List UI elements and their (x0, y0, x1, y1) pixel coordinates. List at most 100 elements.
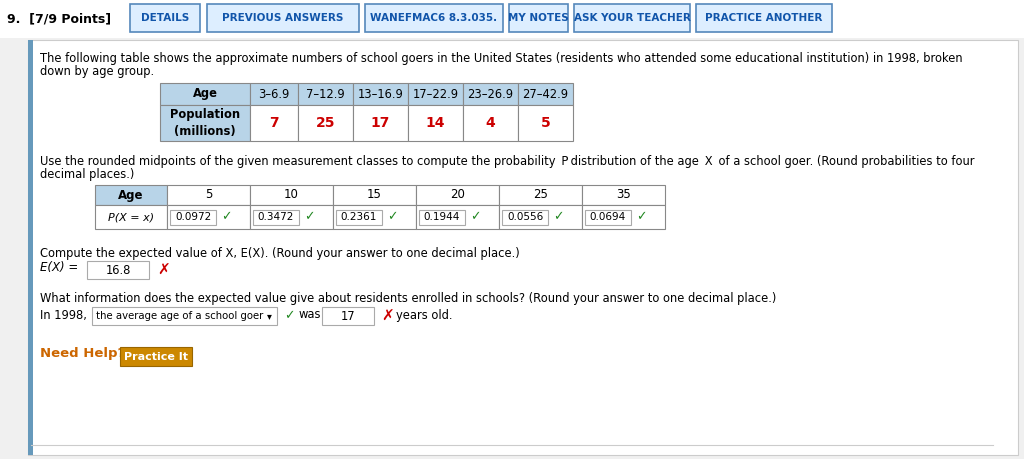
Text: 9.  [7/9 Points]: 9. [7/9 Points] (7, 12, 112, 26)
Bar (574, 4, 690, 32)
Text: PRACTICE ANOTHER: PRACTICE ANOTHER (706, 13, 822, 23)
Text: WANEFMAC6 8.3.035.: WANEFMAC6 8.3.035. (371, 13, 498, 23)
Bar (499, 205, 582, 229)
Bar (582, 185, 665, 205)
Text: The following table shows the approximate numbers of school goers in the United : The following table shows the approximat… (40, 52, 963, 65)
Text: ASK YOUR TEACHER: ASK YOUR TEACHER (573, 13, 690, 23)
Text: ✓: ✓ (553, 211, 563, 224)
Bar (336, 209, 382, 224)
Bar (696, 4, 831, 32)
Bar (353, 83, 408, 105)
Text: 0.0972: 0.0972 (175, 212, 211, 222)
Bar (298, 105, 353, 141)
Text: ✗: ✗ (381, 308, 394, 324)
Bar (120, 347, 193, 366)
Bar (419, 209, 465, 224)
Text: Need Help?: Need Help? (40, 347, 125, 360)
Bar (87, 261, 150, 279)
Bar (250, 105, 298, 141)
Bar (170, 209, 216, 224)
Bar (333, 205, 416, 229)
Text: 7: 7 (269, 116, 279, 130)
Text: 17: 17 (371, 116, 390, 130)
Text: ✓: ✓ (387, 211, 397, 224)
Text: ✗: ✗ (157, 263, 170, 278)
Text: 17–22.9: 17–22.9 (413, 88, 459, 101)
Bar (250, 83, 298, 105)
Text: 20: 20 (451, 189, 465, 202)
Bar (333, 185, 416, 205)
Bar (167, 185, 250, 205)
Bar (130, 4, 200, 32)
Text: In 1998,: In 1998, (40, 308, 87, 321)
Text: PREVIOUS ANSWERS: PREVIOUS ANSWERS (222, 13, 344, 23)
Text: DETAILS: DETAILS (141, 13, 189, 23)
Text: ✓: ✓ (221, 211, 231, 224)
Text: Practice It: Practice It (124, 352, 188, 362)
Text: Age: Age (193, 88, 217, 101)
Text: 14: 14 (426, 116, 445, 130)
Text: ✓: ✓ (304, 211, 314, 224)
Bar (207, 4, 359, 32)
Text: Use the rounded midpoints of the given measurement classes to compute the probab: Use the rounded midpoints of the given m… (40, 155, 975, 168)
Bar (160, 105, 250, 141)
Bar (167, 205, 250, 229)
Bar (408, 105, 463, 141)
Bar (463, 83, 518, 105)
Bar (582, 205, 665, 229)
Text: 17: 17 (341, 309, 355, 323)
Text: 7–12.9: 7–12.9 (306, 88, 345, 101)
Text: 0.2361: 0.2361 (341, 212, 377, 222)
Text: ✓: ✓ (470, 211, 480, 224)
Text: 4: 4 (485, 116, 496, 130)
Text: ✓: ✓ (284, 309, 295, 323)
Bar (250, 185, 333, 205)
Bar (322, 307, 374, 325)
Text: 0.1944: 0.1944 (424, 212, 460, 222)
Text: MY NOTES: MY NOTES (508, 13, 569, 23)
Text: E(X) =: E(X) = (40, 262, 78, 274)
Text: Age: Age (118, 189, 143, 202)
Bar (250, 205, 333, 229)
Text: Population
(millions): Population (millions) (170, 108, 240, 138)
Bar (408, 83, 463, 105)
Text: ✓: ✓ (636, 211, 646, 224)
Text: 23–26.9: 23–26.9 (468, 88, 513, 101)
Text: 5: 5 (541, 116, 550, 130)
Text: What information does the expected value give about residents enrolled in school: What information does the expected value… (40, 292, 776, 305)
Text: ▾: ▾ (266, 311, 271, 321)
Text: decimal places.): decimal places.) (40, 168, 134, 181)
Bar (28, 40, 33, 455)
Text: P(X = x): P(X = x) (108, 212, 154, 222)
Text: 25: 25 (534, 189, 548, 202)
Bar (365, 4, 503, 32)
Bar (518, 105, 573, 141)
Text: 10: 10 (284, 189, 299, 202)
Text: 0.0694: 0.0694 (590, 212, 626, 222)
Bar (463, 105, 518, 141)
Bar (0, 0, 1024, 38)
Text: the average age of a school goer: the average age of a school goer (96, 311, 263, 321)
Bar (509, 4, 568, 32)
Bar (253, 209, 299, 224)
Bar (298, 83, 353, 105)
Bar (502, 209, 548, 224)
Text: 27–42.9: 27–42.9 (522, 88, 568, 101)
Bar (416, 185, 499, 205)
Text: 5: 5 (205, 189, 212, 202)
Bar (92, 307, 278, 325)
Text: Compute the expected value of X, E(X). (Round your answer to one decimal place.): Compute the expected value of X, E(X). (… (40, 247, 520, 260)
Text: 3–6.9: 3–6.9 (258, 88, 290, 101)
Bar (95, 205, 167, 229)
Bar (518, 83, 573, 105)
Text: years old.: years old. (396, 308, 453, 321)
Text: 16.8: 16.8 (105, 263, 131, 276)
Text: 35: 35 (616, 189, 631, 202)
Bar (353, 105, 408, 141)
Bar (585, 209, 631, 224)
Bar (95, 185, 167, 205)
Text: 15: 15 (367, 189, 382, 202)
Bar (499, 185, 582, 205)
Text: 25: 25 (315, 116, 335, 130)
Bar (160, 83, 250, 105)
